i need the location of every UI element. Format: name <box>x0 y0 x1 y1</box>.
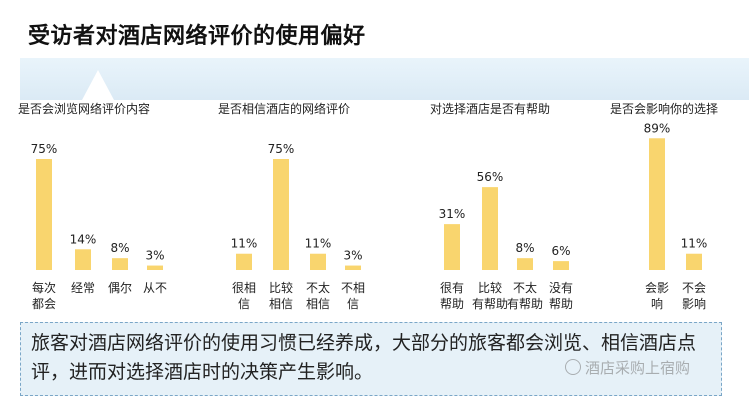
data-label: 89% <box>644 121 671 135</box>
title-band <box>20 58 749 100</box>
data-label: 56% <box>477 170 504 184</box>
category-label: 没有帮助 <box>549 280 573 311</box>
data-label: 11% <box>681 237 708 251</box>
page-title: 受访者对酒店网络评价的使用偏好 <box>28 24 366 49</box>
bar <box>112 258 128 270</box>
category-label: 偶尔 <box>108 280 132 295</box>
data-label: 11% <box>305 237 332 251</box>
data-label: 75% <box>31 142 58 156</box>
bar <box>273 159 289 270</box>
category-label: 比较相信 <box>269 280 293 311</box>
watermark-text: 酒店采购上宿购 <box>585 359 691 377</box>
bar <box>147 265 163 270</box>
data-label: 31% <box>439 207 466 221</box>
data-label: 3% <box>343 249 362 263</box>
category-label: 不相信 <box>341 281 365 311</box>
data-label: 11% <box>231 237 258 251</box>
bar-charts: 是否会浏览网络评价内容 75% 每次都会 14% 经常 8% 偶尔 3% 从不 是否相信酒店的网络… <box>18 101 718 311</box>
category-label: 从不 <box>143 281 167 295</box>
category-label: 会影响 <box>645 281 669 311</box>
summary-box: 旅客对酒店网络评价的使用习惯已经养成，大部分的旅客都会浏览、相信酒店点评，进而对… <box>20 322 722 396</box>
category-label: 每次都会 <box>32 280 56 311</box>
bar <box>444 224 460 270</box>
category-label: 很相信 <box>232 281 256 311</box>
data-label: 14% <box>70 232 97 246</box>
data-label: 8% <box>515 241 534 255</box>
data-label: 6% <box>551 244 570 258</box>
chart-area: 是否会浏览网络评价内容 75% 每次都会 14% 经常 8% 偶尔 3% 从不 是否相信酒店的网络… <box>0 95 749 320</box>
category-label: 不会影响 <box>682 281 706 311</box>
data-label: 75% <box>268 142 295 156</box>
watermark-icon <box>565 359 581 375</box>
bar <box>553 261 569 270</box>
bar <box>482 187 498 270</box>
category-label: 很有帮助 <box>440 281 464 311</box>
bar <box>36 159 52 270</box>
bar <box>517 258 533 270</box>
category-label: 不太相信 <box>306 280 330 311</box>
chart-title: 对选择酒店是否有帮助 <box>430 102 550 116</box>
bar <box>345 265 361 270</box>
title-notch <box>82 70 114 100</box>
data-label: 3% <box>145 249 164 263</box>
bar <box>75 249 91 270</box>
chart-title: 是否相信酒店的网络评价 <box>218 101 350 116</box>
bar <box>236 253 252 270</box>
bar <box>649 138 665 270</box>
bar <box>686 253 702 270</box>
bar <box>310 253 326 270</box>
category-label: 比较有帮助 <box>472 280 508 311</box>
watermark: 酒店采购上宿购 <box>565 357 690 378</box>
data-label: 8% <box>110 241 129 255</box>
summary-text: 旅客对酒店网络评价的使用习惯已经养成，大部分的旅客都会浏览、相信酒店点评，进而对… <box>31 332 697 383</box>
chart-title: 是否会影响你的选择 <box>610 101 718 116</box>
chart-title: 是否会浏览网络评价内容 <box>18 101 150 116</box>
category-label: 不太有帮助 <box>507 280 543 311</box>
category-label: 经常 <box>71 281 95 295</box>
